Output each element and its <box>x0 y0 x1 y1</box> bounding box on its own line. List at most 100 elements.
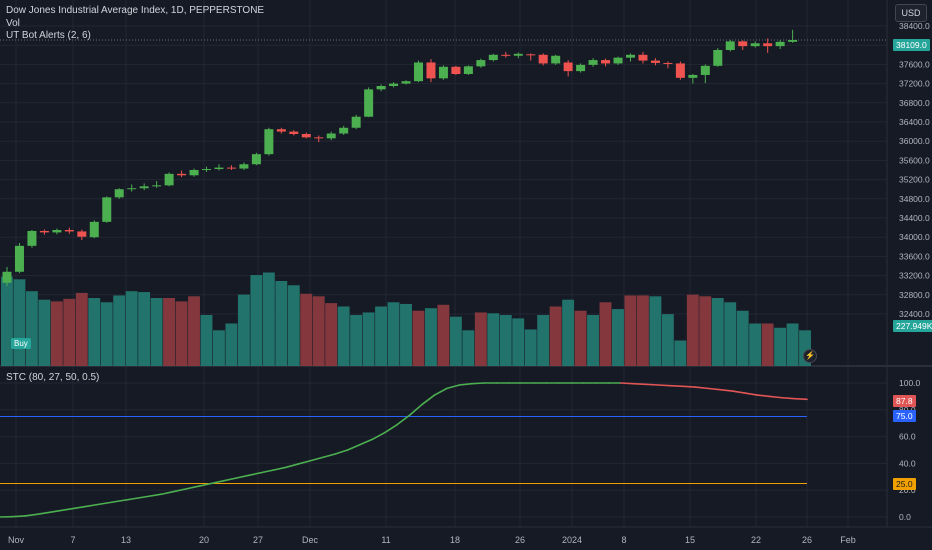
volume-bar <box>300 293 313 366</box>
stc-line-segment <box>86 503 101 508</box>
stc-axis-label: 100.0 <box>899 378 921 388</box>
candle-body <box>314 137 324 139</box>
candle-body <box>563 62 573 72</box>
symbol-title[interactable]: Dow Jones Industrial Average Index, 1D, … <box>6 5 265 16</box>
candle-body <box>513 53 523 56</box>
candle-body <box>326 133 336 139</box>
volume-bar <box>661 314 674 366</box>
candle-body <box>663 62 673 64</box>
stc-line-segment <box>48 509 63 514</box>
volume-bar <box>312 296 325 366</box>
volume-bar <box>163 298 176 366</box>
time-axis-label: 13 <box>121 535 131 545</box>
stc-axis-label: 20.0 <box>899 485 916 495</box>
stc-line-segment <box>284 463 299 469</box>
stc-line-segment <box>36 511 51 516</box>
volume-bar <box>113 295 126 366</box>
time-axis-label: 2024 <box>562 535 582 545</box>
volume-bar <box>724 302 737 366</box>
volume-bar <box>537 315 550 366</box>
stc-line-segment <box>235 474 250 479</box>
candle-body <box>14 245 24 272</box>
volume-bar <box>188 296 200 366</box>
candle-body <box>650 60 660 63</box>
stc-line-segment <box>433 387 448 396</box>
volume-bar <box>786 323 799 366</box>
stc-line-segment <box>24 513 39 517</box>
stc-line-segment <box>682 385 697 388</box>
candle-body <box>700 65 710 75</box>
price-axis-label: 32400.0 <box>899 309 930 319</box>
volume-bar <box>287 285 300 366</box>
lightning-icon[interactable]: ⚡ <box>803 349 817 363</box>
time-axis-label: 26 <box>802 535 812 545</box>
stc-line-segment <box>148 493 163 498</box>
indicator-volume-label[interactable]: Vol <box>6 18 20 29</box>
candle-body <box>414 62 424 82</box>
time-axis-label: Nov <box>8 535 25 545</box>
candle-body <box>526 54 536 56</box>
stc-line-segment <box>793 397 808 401</box>
stc-axis-label: 60.0 <box>899 432 916 442</box>
candle-body <box>202 169 212 171</box>
stc-lower-tag: 25.0 <box>893 478 916 490</box>
stc-title[interactable]: STC (80, 27, 50, 0.5) <box>6 372 100 383</box>
time-axis-label: 8 <box>621 535 626 545</box>
volume-bar <box>150 298 163 366</box>
candle-body <box>551 55 561 64</box>
candle-body <box>688 74 698 78</box>
volume-value-tag: 227.949K <box>893 320 932 332</box>
stc-line-segment <box>110 499 125 504</box>
volume-bar <box>175 301 188 366</box>
time-axis-label: 27 <box>253 535 263 545</box>
volume-bar <box>337 306 350 366</box>
candle-body <box>738 41 748 47</box>
stc-line-segment <box>756 394 771 398</box>
candle-body <box>239 164 249 169</box>
volume-bar <box>624 295 637 366</box>
stc-line-segment <box>632 382 647 386</box>
stc-line-segment <box>297 459 312 465</box>
price-axis-label: 37200.0 <box>899 79 930 89</box>
volume-bar <box>237 294 250 366</box>
price-axis-label: 33600.0 <box>899 251 930 261</box>
stc-line-segment <box>694 386 709 390</box>
candle-body <box>139 186 149 189</box>
volume-bar <box>138 292 151 366</box>
candle-body <box>114 189 124 198</box>
candle-body <box>39 230 49 233</box>
volume-bar <box>462 330 475 366</box>
price-axis-label: 34400.0 <box>899 213 930 223</box>
volume-bar <box>412 310 425 366</box>
volume-bar <box>250 275 263 366</box>
candle-body <box>364 89 374 117</box>
price-axis-label: 36800.0 <box>899 98 930 108</box>
candle-body <box>401 81 411 84</box>
stc-axis-label: 40.0 <box>899 458 916 468</box>
candle-body <box>626 54 635 58</box>
volume-bar <box>387 302 400 366</box>
stc-line-segment <box>421 394 436 406</box>
volume-bar <box>736 310 749 366</box>
candle-body <box>52 230 62 233</box>
time-axis-label: 15 <box>685 535 695 545</box>
candle-body <box>77 231 87 237</box>
candle-body <box>177 173 187 176</box>
candle-body <box>750 43 760 47</box>
volume-bar <box>400 303 412 366</box>
volume-bar <box>437 304 450 366</box>
candle-body <box>763 43 773 47</box>
volume-bar <box>562 299 575 366</box>
candle-body <box>438 66 448 79</box>
candle-body <box>289 131 299 134</box>
indicator-utbot-label[interactable]: UT Bot Alerts (2, 6) <box>6 30 91 41</box>
stc-axis-label: 0.0 <box>899 512 911 522</box>
volume-bar <box>325 303 338 366</box>
time-axis-label: 7 <box>70 535 75 545</box>
stc-line-segment <box>768 395 783 399</box>
volume-bar <box>587 315 599 366</box>
volume-bar <box>599 302 612 366</box>
stc-line-segment <box>644 383 659 386</box>
currency-button[interactable]: USD <box>895 4 927 22</box>
